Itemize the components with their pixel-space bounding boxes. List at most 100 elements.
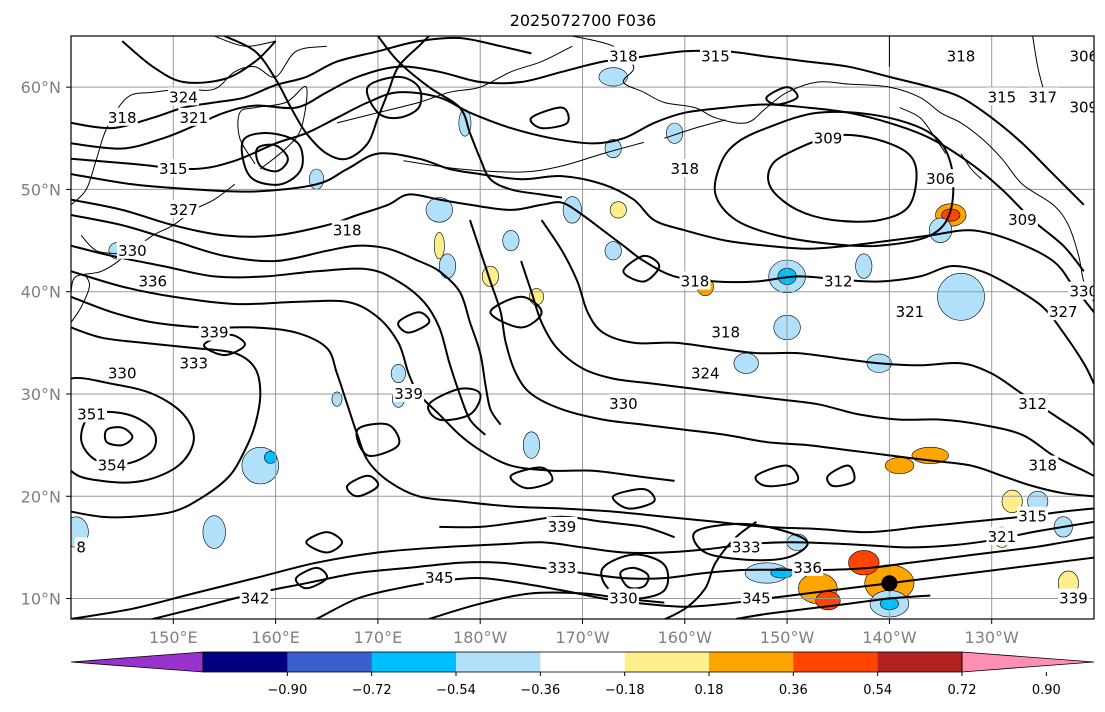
theta-contour [255, 143, 289, 173]
shaded-patch [425, 197, 453, 223]
contour-label: 330 [609, 395, 638, 413]
contour-label-bg [239, 588, 271, 607]
contour-label: 339 [548, 518, 577, 536]
contour-label-bg [393, 384, 425, 402]
contour-label-bg [689, 363, 721, 382]
lon-tick-label: 150°W [760, 628, 815, 647]
lon-tick-label: 160°E [251, 628, 300, 647]
theta-contour [469, 219, 1094, 498]
contour-label-bg [198, 322, 230, 341]
contour-label-bg [1027, 455, 1059, 474]
theta-contour [489, 295, 543, 329]
colorbar-tick-label: −0.36 [520, 683, 560, 698]
colorbar-tick-label: 0.18 [695, 683, 724, 698]
contour-label: 315 [701, 48, 730, 66]
lat-tick-label: 60°N [21, 78, 61, 97]
contour-label: 327 [1049, 303, 1078, 321]
theta-contour [314, 556, 1094, 619]
contour-label: 318 [670, 160, 699, 178]
theta-contour [662, 520, 758, 619]
contour-label-bg [1058, 588, 1089, 607]
contour-label: 318 [333, 221, 362, 239]
shaded-patch [502, 230, 520, 252]
theta-contour [529, 106, 570, 130]
theta-contour [611, 488, 656, 510]
contour-label: 339 [394, 385, 423, 403]
shaded-patch [202, 515, 226, 549]
theta-contour [713, 110, 955, 248]
contour-label: 315 [159, 160, 188, 178]
coastline [664, 119, 726, 139]
contour-label-bg [106, 107, 138, 126]
theta-contour [439, 515, 675, 539]
contour-label: 318 [711, 324, 740, 342]
contour-label: 330 [1069, 283, 1098, 301]
theta-contour [240, 131, 304, 186]
theta-contour [71, 214, 502, 426]
contour-label-bg [1047, 302, 1079, 321]
colorbar-segment [540, 652, 626, 672]
contour-label-bg [331, 220, 363, 239]
colorbar-extend-high [961, 651, 1095, 673]
colorbar-tick-label: 0.54 [863, 683, 892, 698]
contour-label-bg [1068, 97, 1094, 116]
contour-label-bg [607, 588, 639, 607]
contour-label-bg [168, 199, 199, 218]
lon-tick-label: 150°E [149, 628, 198, 647]
theta-contour [622, 254, 661, 283]
colorbar-tick-label: −0.18 [605, 683, 645, 698]
theta-contour [71, 244, 487, 436]
shaded-patch [438, 253, 456, 279]
theta-contour [735, 594, 931, 619]
colorbar-segment [203, 652, 288, 672]
lon-tick-label: 170°W [555, 628, 610, 647]
theta-contour [692, 522, 809, 562]
theta-contour [765, 86, 799, 106]
contour-label: 336 [138, 273, 167, 291]
theta-contour [509, 466, 554, 490]
contour-label: 321 [179, 109, 208, 127]
contour-label: 330 [118, 242, 147, 260]
theta-contour [377, 36, 563, 199]
colorbar-extend-low [70, 651, 204, 673]
shaded-patch [937, 272, 985, 321]
contour-label: 333 [732, 538, 761, 556]
theta-contour [540, 219, 1094, 446]
lon-tick-label: 140°W [862, 628, 917, 647]
contour-label-bg [679, 271, 711, 290]
lat-tick-label: 40°N [21, 283, 61, 302]
colorbar-tick-label: 0.36 [779, 683, 808, 698]
contour-label: 8 [76, 538, 86, 556]
coastline [214, 36, 276, 47]
contour-label-bg [986, 527, 1018, 546]
coastline [71, 235, 123, 292]
contour-label: 309 [814, 129, 843, 147]
theta-contour [71, 520, 1094, 619]
contour-label-bg [607, 46, 639, 65]
contour-label-bg [76, 404, 107, 423]
shaded-patch [390, 363, 406, 383]
theta-contour [520, 260, 1094, 477]
theta-contour [600, 553, 670, 600]
contour-label: 318 [947, 48, 976, 66]
theta-contour [148, 536, 1094, 619]
shaded-patch [598, 67, 628, 87]
storm-marker-layer [881, 575, 898, 592]
shaded-patch [666, 122, 684, 144]
coastline [1032, 36, 1044, 88]
contour-label: 309 [1069, 99, 1098, 117]
theta-contour [71, 152, 1094, 313]
contour-label-bg [669, 159, 701, 177]
theta-contour [397, 311, 431, 334]
colorbar-segment [793, 652, 879, 672]
chart-title: 2025072700 F036 [510, 11, 657, 30]
contour-label: 324 [691, 365, 720, 383]
contour-label-bg [792, 557, 824, 576]
theta-contour [103, 426, 134, 447]
lon-tick-label: 130°W [965, 628, 1020, 647]
colorbar-segment [287, 652, 373, 672]
theta-contour [305, 531, 344, 554]
contour-label: 330 [108, 365, 137, 383]
contour-label: 327 [169, 201, 198, 219]
contour-label-bg [1017, 394, 1049, 413]
